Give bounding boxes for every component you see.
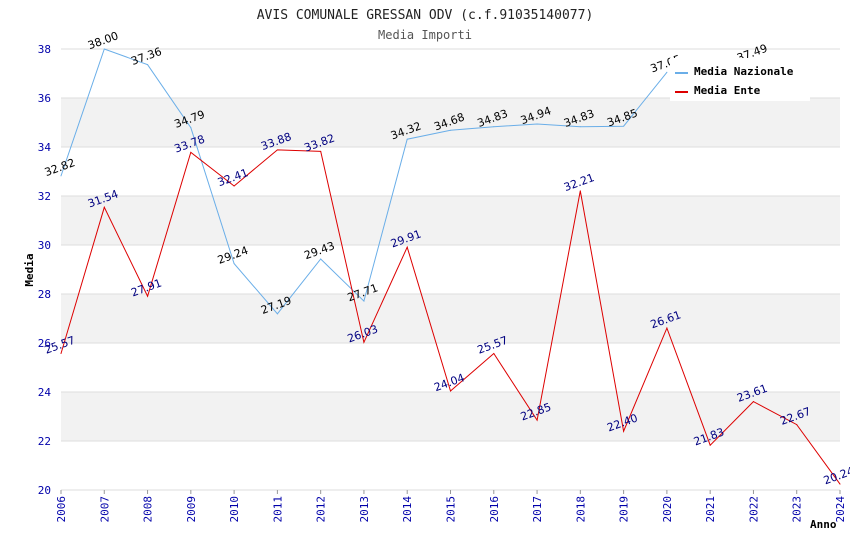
data-point <box>623 125 625 127</box>
x-tick-label: 2015 <box>445 496 458 523</box>
x-tick-label: 2017 <box>531 496 544 523</box>
data-point <box>579 126 581 128</box>
data-point <box>450 390 451 392</box>
data-point <box>233 185 235 187</box>
x-tick-label: 2007 <box>98 496 111 523</box>
data-point <box>406 138 408 140</box>
data-point <box>103 48 105 50</box>
data-point <box>839 483 841 485</box>
grid-bands <box>61 49 840 490</box>
data-point <box>752 401 754 403</box>
data-point <box>493 353 495 355</box>
x-tick-label: 2024 <box>834 496 847 523</box>
data-point <box>320 258 322 260</box>
series-lines <box>61 49 841 485</box>
grid-band <box>61 245 840 294</box>
data-point <box>450 129 451 131</box>
data-point <box>190 151 192 153</box>
data-point <box>363 341 365 343</box>
data-point <box>60 175 62 177</box>
legend-box <box>670 58 810 101</box>
data-point <box>709 444 711 446</box>
x-tick-label: 2012 <box>315 496 328 523</box>
grid-band <box>61 196 840 245</box>
data-point <box>493 126 495 128</box>
data-point <box>666 327 668 329</box>
grid-lines <box>61 48 840 491</box>
data-point <box>276 313 278 315</box>
x-tick-label: 2011 <box>271 496 284 523</box>
y-tick-label: 24 <box>38 386 52 399</box>
data-point <box>147 295 149 297</box>
chart-subtitle: Media Importi <box>378 28 472 42</box>
x-tick-label: 2021 <box>704 496 717 523</box>
data-point <box>320 150 322 152</box>
data-point <box>363 300 365 302</box>
grid-band <box>61 98 840 147</box>
data-point <box>190 127 192 129</box>
x-tick-label: 2014 <box>401 496 414 523</box>
x-axis-label: Anno <box>810 518 837 531</box>
grid-band <box>61 294 840 343</box>
data-point <box>623 430 625 432</box>
data-point <box>666 71 668 73</box>
grid-band <box>61 147 840 196</box>
x-tick-label: 2020 <box>661 496 674 523</box>
y-tick-label: 36 <box>38 92 51 105</box>
x-tick-label: 2006 <box>55 496 68 523</box>
x-tick-label: 2023 <box>791 496 804 523</box>
y-tick-label: 32 <box>38 190 51 203</box>
y-tick-label: 20 <box>38 484 51 497</box>
data-point <box>103 206 105 208</box>
x-tick-label: 2019 <box>618 496 631 523</box>
grid-band <box>61 392 840 441</box>
x-tick-label: 2016 <box>488 496 501 523</box>
data-point <box>276 149 278 151</box>
y-tick-label: 30 <box>38 239 51 252</box>
x-tick-label: 2022 <box>747 496 760 523</box>
data-point <box>536 419 538 421</box>
legend: Media Nazionale Media Ente <box>670 58 810 101</box>
legend-label-media-ente: Media Ente <box>694 84 761 97</box>
x-tick-label: 2018 <box>574 496 587 523</box>
x-tick-label: 2009 <box>185 496 198 523</box>
y-tick-label: 26 <box>38 337 51 350</box>
data-point <box>406 246 408 248</box>
y-tick-label: 38 <box>38 43 51 56</box>
y-tick-label: 34 <box>38 141 52 154</box>
data-point <box>796 424 798 426</box>
grid-band <box>61 441 840 490</box>
y-tick-label: 22 <box>38 435 51 448</box>
data-point <box>536 123 538 125</box>
data-point <box>233 263 235 265</box>
x-tick-label: 2008 <box>142 496 155 523</box>
x-tick-label: 2010 <box>228 496 241 523</box>
data-point <box>579 190 581 192</box>
x-tick-label: 2013 <box>358 496 371 523</box>
y-axis-label: Media <box>23 253 36 286</box>
y-tick-label: 28 <box>38 288 51 301</box>
legend-label-media-nazionale: Media Nazionale <box>694 65 794 78</box>
data-point <box>60 353 62 355</box>
y-axis-ticks: 20 22 24 26 28 30 32 34 36 38 <box>38 43 52 497</box>
chart-title: AVIS COMUNALE GRESSAN ODV (c.f.910351400… <box>257 8 594 23</box>
grid-band <box>61 343 840 392</box>
x-axis-ticks: 2006 2007 2008 2009 2010 2011 2012 2013 2014 2015… <box>55 490 847 523</box>
data-point <box>147 64 149 66</box>
